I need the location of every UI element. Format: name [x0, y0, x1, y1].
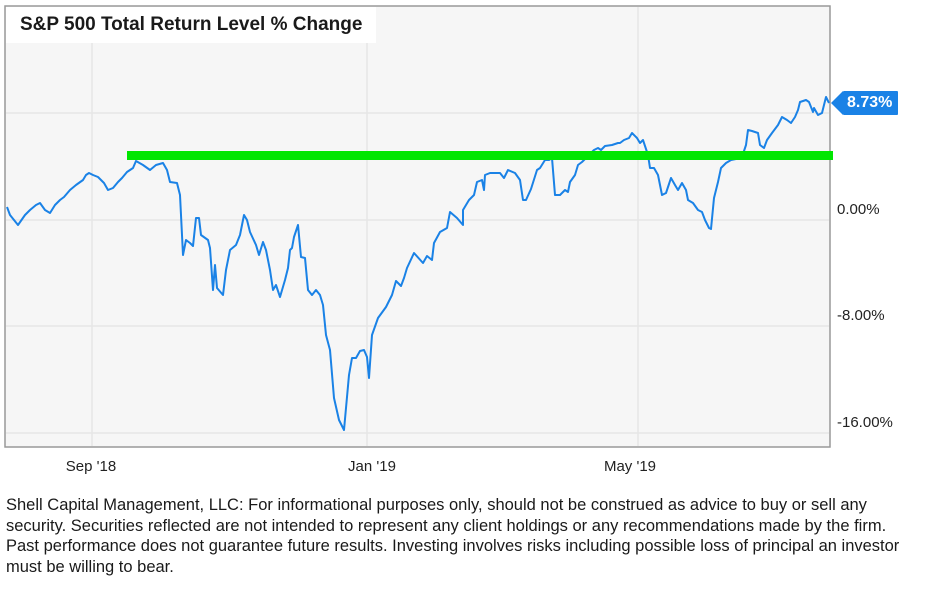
series-line — [6, 96, 830, 431]
resistance-line — [127, 151, 833, 160]
y-tick-0: 0.00% — [837, 201, 880, 218]
x-tick-may19: May '19 — [603, 458, 657, 475]
chart-title: S&P 500 Total Return Level % Change — [20, 14, 363, 35]
y-tick-neg8: -8.00% — [837, 307, 885, 324]
last-value-badge-pointer — [831, 91, 843, 115]
vertical-gridlines — [91, 7, 639, 446]
plot-area — [4, 5, 831, 448]
last-value-badge: 8.73% — [843, 91, 899, 115]
line-chart — [4, 5, 833, 448]
chart-title-box: S&P 500 Total Return Level % Change — [6, 7, 377, 43]
horizontal-gridlines — [6, 112, 829, 434]
x-tick-jan19: Jan '19 — [348, 458, 396, 475]
disclaimer-text: Shell Capital Management, LLC: For infor… — [6, 496, 900, 576]
x-tick-sep18: Sep '18 — [65, 458, 117, 475]
y-tick-neg16: -16.00% — [837, 414, 893, 431]
